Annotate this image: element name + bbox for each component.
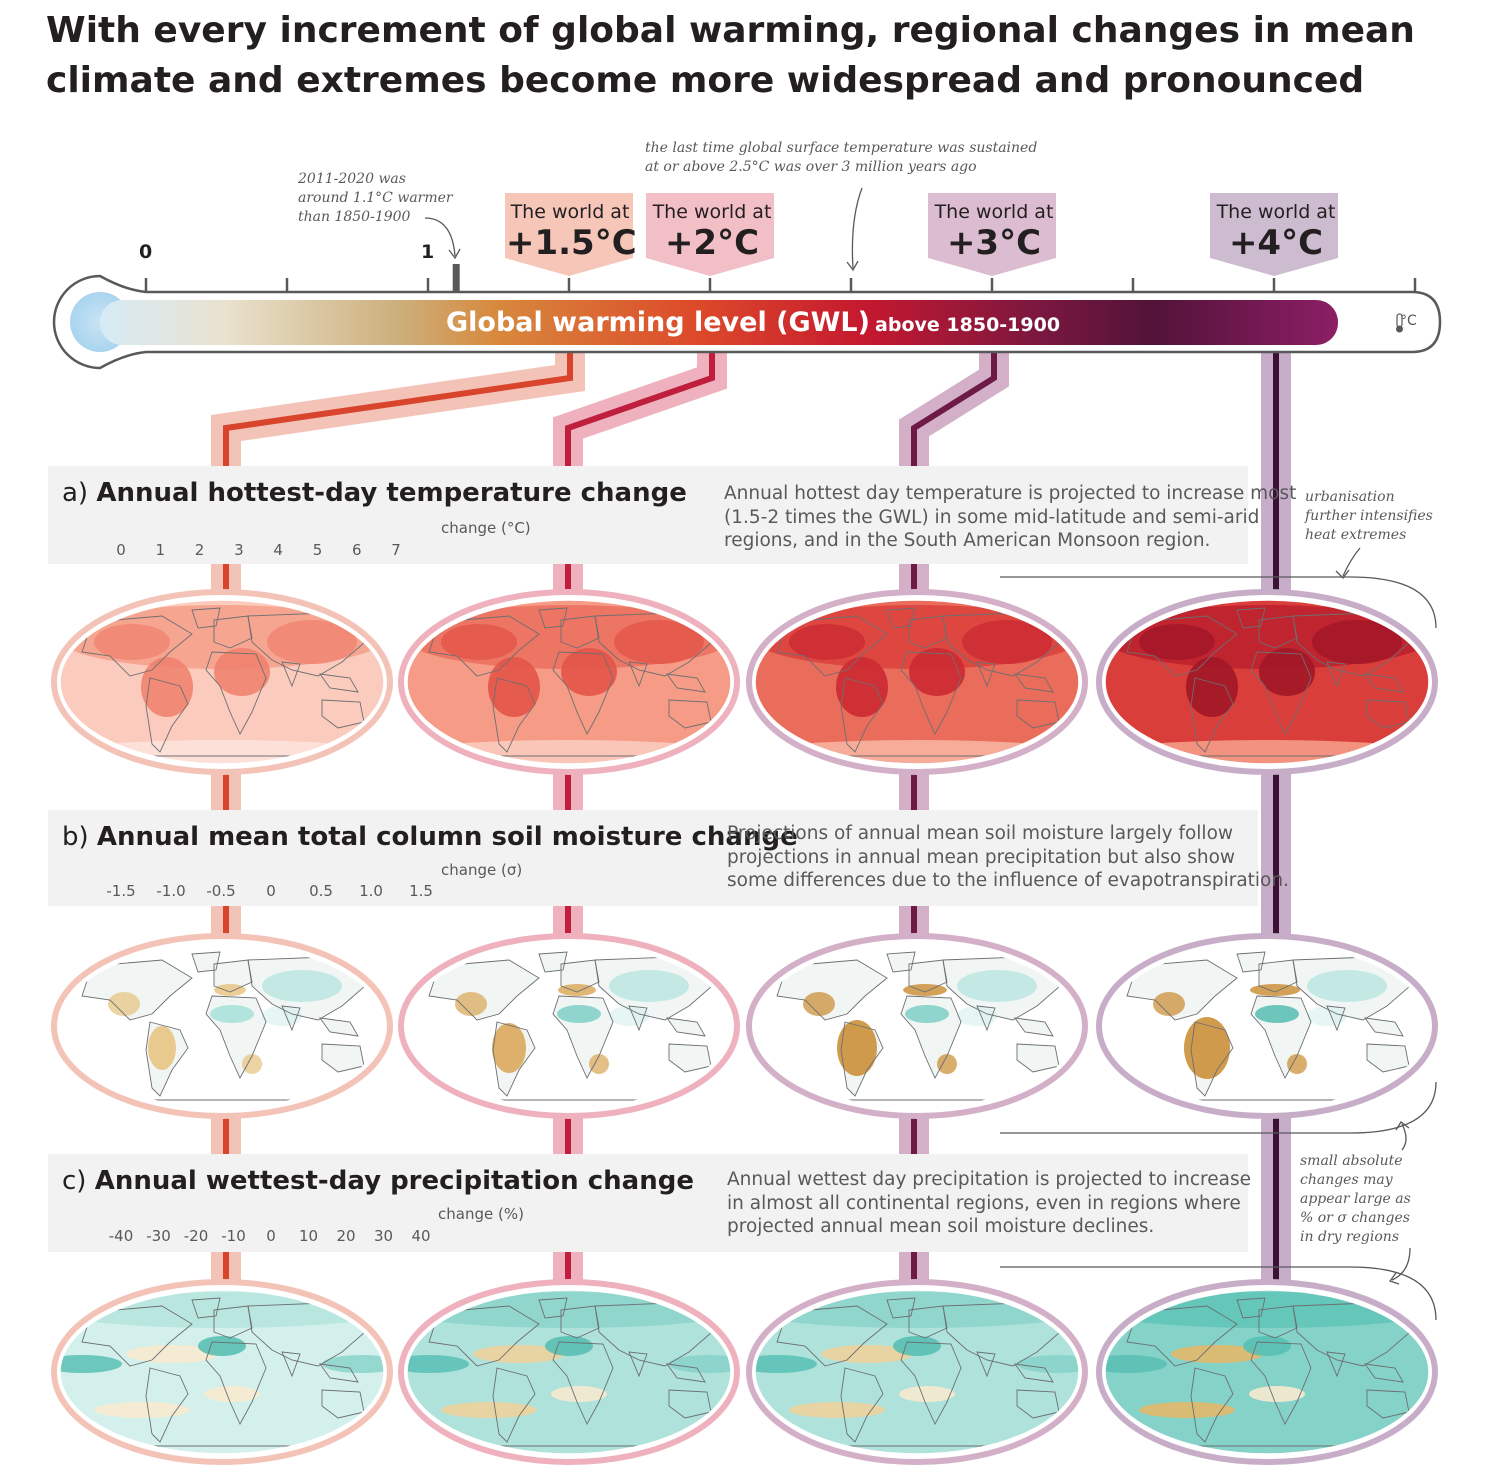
world-label-prefix: The world at (510, 201, 630, 223)
world-label-level: +2°C (664, 223, 760, 263)
panel-a-description: Annual hottest day temperature is projec… (724, 483, 1297, 551)
legend-tick-label: 5 (312, 541, 323, 559)
panel-a-header (48, 466, 1248, 564)
legend-tick-label: 1.5 (409, 882, 433, 900)
note-arrows (424, 187, 1411, 1285)
world-label-prefix: The world at (1216, 201, 1336, 223)
world-flag-2 (928, 193, 1056, 276)
legend-tick-label: 20 (336, 1227, 356, 1245)
thermometer-icon (1396, 313, 1403, 333)
legend-tick-label: 10 (298, 1227, 319, 1245)
legend-tick-label: -30 (146, 1227, 171, 1245)
legend-tick-label: 1.0 (359, 882, 383, 900)
legend-tick-label: 6 (351, 541, 362, 559)
small-changes-note: small absolute changes may appear large … (1300, 1153, 1411, 1245)
legend-tick-label: -0.5 (206, 882, 236, 900)
observed-arrow (424, 217, 456, 257)
legend-tick-label: 0 (266, 1227, 276, 1245)
tick-label-0: 0 (139, 241, 153, 263)
panel-letter: c) (62, 1166, 87, 1196)
world-flag-3 (1210, 193, 1338, 276)
last-time-arrow (851, 187, 863, 269)
legend-tick-label: -20 (183, 1227, 209, 1245)
connector-bands (211, 338, 1291, 1290)
panel-b-title: b) Annual mean total column soil moistur… (62, 822, 798, 852)
legend-tick-label: 0.5 (309, 882, 333, 900)
panel-c-title: c) Annual wettest-day precipitation chan… (62, 1166, 694, 1196)
urbanisation-arrow (1342, 547, 1361, 577)
observed-warming-note: 2011-2020 was around 1.1°C warmer than 1… (298, 171, 453, 225)
page-title: With every increment of global warming, … (46, 10, 1415, 101)
small-changes-arrow-down (1391, 1247, 1411, 1281)
gwl-bar-title-main: Global warming level (GWL) (446, 307, 870, 338)
legend-tick-label: 30 (373, 1227, 394, 1245)
world-label-prefix: The world at (652, 201, 772, 223)
world-label-prefix: The world at (934, 201, 1054, 223)
map-a-+4°C (1096, 589, 1438, 775)
panel-letter: a) (62, 478, 89, 508)
world-label-2: The world at +2°C (648, 193, 776, 263)
gwl-ticks (144, 278, 1417, 292)
gwl-thermometer (52, 264, 1442, 370)
map-a-+1.5°C (51, 589, 393, 775)
panel-c-header (48, 1154, 1248, 1252)
last-time-note: the last time global surface temperature… (645, 140, 1038, 175)
map-c-+3°C (746, 1279, 1088, 1465)
legend-tick-label: -1.5 (106, 882, 136, 900)
map-a-+2°C (398, 589, 740, 775)
world-label-1-5: The world at +1.5°C (506, 193, 637, 263)
world-label-shapes (505, 193, 1338, 276)
legend-tick-label: 3 (234, 541, 244, 559)
legend-tick-label: -1.0 (156, 882, 186, 900)
panel-letter: b) (62, 822, 89, 852)
legend-tick-label: -40 (108, 1227, 134, 1245)
map-c-+4°C (1096, 1279, 1438, 1465)
legend-tick-label: 4 (273, 541, 283, 559)
panel-name: Annual mean total column soil moisture c… (96, 822, 798, 852)
world-label-level: +1.5°C (506, 223, 637, 263)
legend-tick-label: 7 (391, 541, 401, 559)
panel-name: Annual wettest-day precipitation change (94, 1166, 694, 1196)
tick-label-1: 1 (421, 241, 435, 263)
map-c-+2°C (398, 1279, 740, 1465)
legend-tick-label: 40 (411, 1227, 431, 1245)
map-b-+2°C (398, 933, 740, 1119)
gwl-bar-title-sub: above 1850-1900 (875, 314, 1061, 336)
observed-warming-marker (452, 264, 460, 292)
legend-tick-label: 0 (116, 541, 126, 559)
legend-tick-label: -10 (221, 1227, 246, 1245)
world-flag-1 (646, 193, 774, 276)
legend-tick-label: 0 (266, 882, 276, 900)
world-label-level: +4°C (1228, 223, 1324, 263)
small-changes-arrow-up (1401, 1123, 1407, 1151)
panel-b-description: Projections of annual mean soil moisture… (727, 823, 1289, 891)
panel-name: Annual hottest-day temperature change (96, 478, 687, 508)
maps (51, 589, 1438, 1465)
map-c-+1.5°C (51, 1279, 393, 1465)
map-a-+3°C (746, 589, 1088, 775)
panel-b-legend-label: change (σ) (441, 861, 523, 879)
world-label-level: +3°C (946, 223, 1042, 263)
gwl-gradient-bar (100, 300, 1338, 345)
legend-tick-label: 2 (194, 541, 205, 559)
world-flag-0 (505, 193, 633, 276)
gwl-bar-title: Global warming level (GWL) above 1850-19… (446, 301, 1060, 345)
panel-a-title: a) Annual hottest-day temperature change (62, 478, 687, 508)
world-label-3: The world at +3°C (930, 193, 1058, 263)
bracket-lines (1000, 576, 1437, 1321)
panel-a-legend-label: change (°C) (441, 519, 531, 537)
legend-tick-label: 1 (155, 541, 166, 559)
gwl-unit: °C (1400, 313, 1417, 329)
map-b-+3°C (746, 933, 1088, 1119)
panel-c-legend-label: change (%) (438, 1205, 524, 1223)
world-label-4: The world at +4°C (1212, 193, 1340, 263)
panel-c-description: Annual wettest day precipitation is proj… (727, 1169, 1251, 1237)
panel-b-header (48, 810, 1258, 906)
map-b-+4°C (1096, 933, 1438, 1119)
map-b-+1.5°C (51, 933, 393, 1119)
urbanisation-note: urbanisation further intensifies heat ex… (1305, 489, 1433, 543)
